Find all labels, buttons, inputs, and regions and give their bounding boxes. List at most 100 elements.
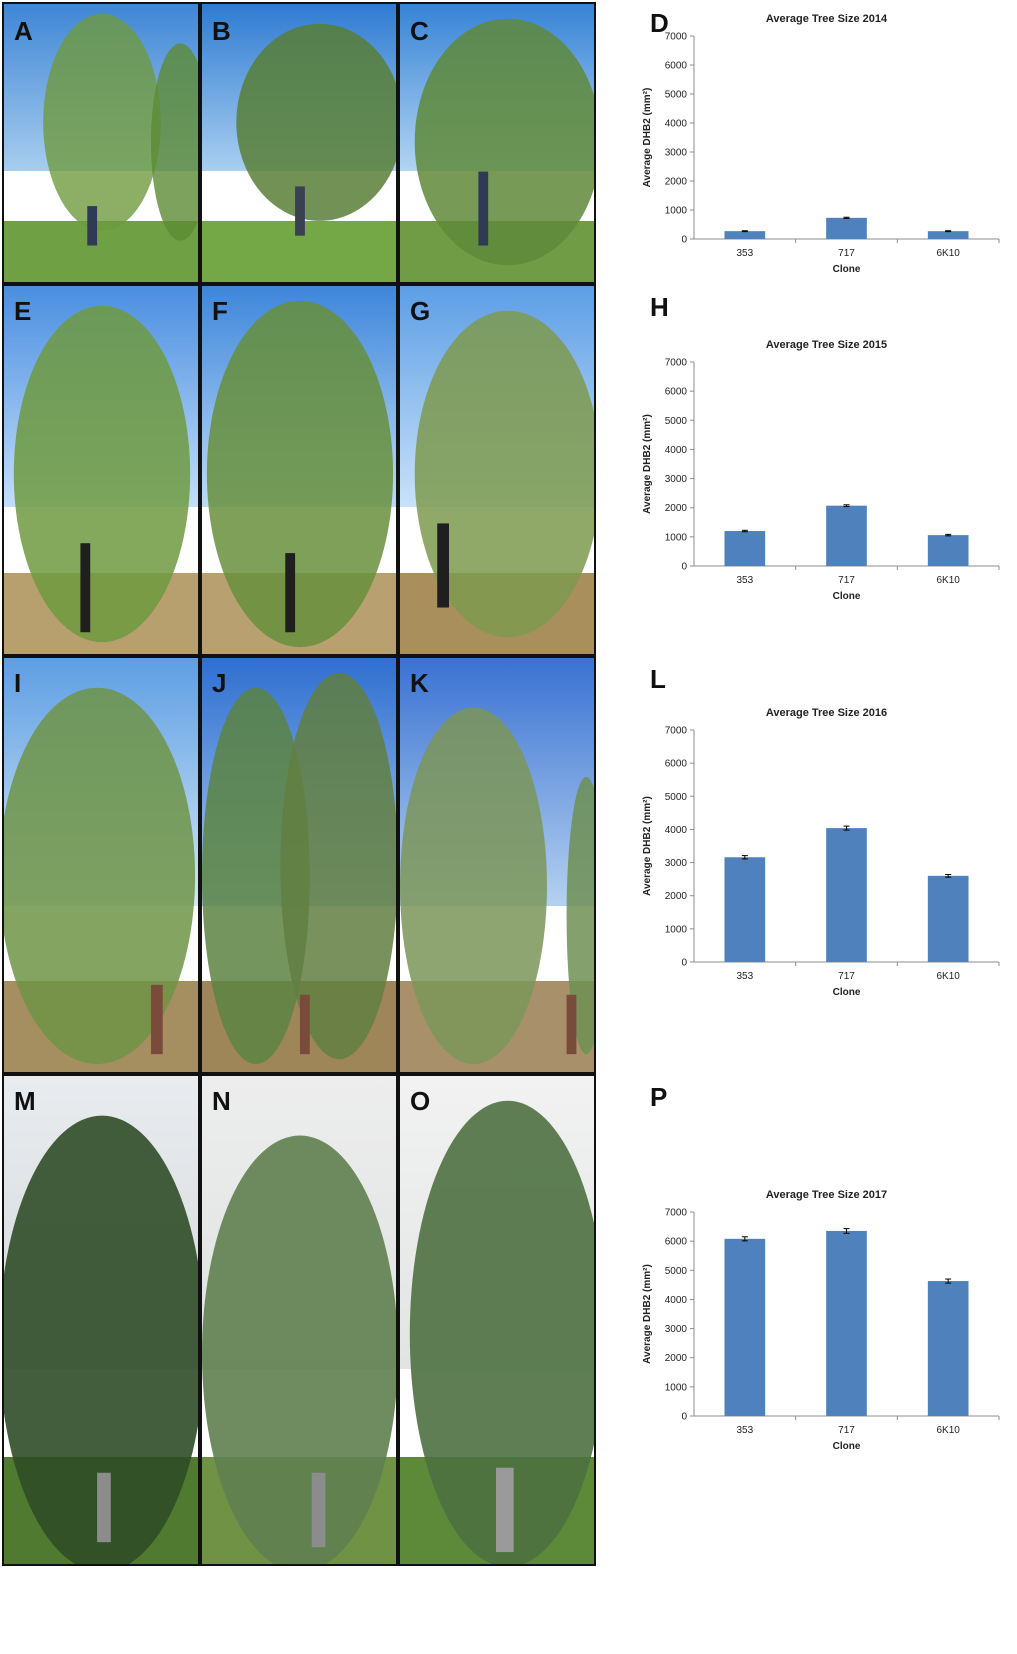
panel-label: P bbox=[650, 1082, 668, 1112]
y-tick-label: 1000 bbox=[665, 924, 688, 935]
y-tick-label: 7000 bbox=[665, 32, 688, 43]
panel-label: E bbox=[14, 296, 32, 326]
panel-label: M bbox=[14, 1086, 36, 1116]
panel-label: N bbox=[212, 1086, 231, 1116]
photo-panel: B bbox=[200, 2, 398, 284]
y-tick-label: 7000 bbox=[665, 1208, 688, 1219]
x-tick-label: 353 bbox=[736, 575, 753, 586]
y-tick-label: 0 bbox=[681, 562, 687, 573]
y-tick-label: 2000 bbox=[665, 1353, 688, 1364]
bar-chart-2017: Average Tree Size 2017 0 1000 2000 3000 4000 5… bbox=[642, 1189, 1000, 1452]
chart-panel-2017: P Average Tree Size 2017 0 1000 2000 3000 400… bbox=[632, 1074, 1017, 1566]
x-tick-label: 717 bbox=[838, 248, 855, 259]
photo-panel: E bbox=[2, 284, 200, 656]
panel-label: H bbox=[650, 292, 669, 322]
photo-panel: F bbox=[200, 284, 398, 656]
x-tick-label: 717 bbox=[838, 971, 855, 982]
bar bbox=[826, 828, 867, 962]
y-tick-label: 4000 bbox=[665, 1295, 688, 1306]
bar bbox=[826, 505, 867, 566]
y-tick-label: 1000 bbox=[665, 1382, 688, 1393]
y-tick-label: 2000 bbox=[665, 177, 688, 188]
x-tick-label: 717 bbox=[838, 575, 855, 586]
bar bbox=[826, 217, 867, 239]
y-tick-label: 6000 bbox=[665, 1237, 688, 1248]
y-tick-label: 5000 bbox=[665, 416, 688, 427]
panel-label: A bbox=[14, 16, 33, 46]
bar-chart-2014: Average Tree Size 2014 0 1000 2000 3000 4000 5… bbox=[642, 13, 1000, 275]
bar-chart-2016: Average Tree Size 2016 0 1000 2000 3000 4000 5… bbox=[642, 707, 1000, 998]
y-tick-label: 6000 bbox=[665, 61, 688, 72]
panel-label: B bbox=[212, 16, 231, 46]
photo-panel: A bbox=[2, 2, 200, 284]
chart-title: Average Tree Size 2016 bbox=[766, 707, 887, 719]
y-axis-label: Average DHB2 (mm²) bbox=[642, 88, 653, 188]
y-axis-label: Average DHB2 (mm²) bbox=[642, 414, 653, 514]
x-tick-label: 717 bbox=[838, 1425, 855, 1436]
x-tick-label: 6K10 bbox=[936, 971, 960, 982]
panel-label: O bbox=[410, 1086, 431, 1116]
x-tick-label: 353 bbox=[736, 248, 753, 259]
y-tick-label: 5000 bbox=[665, 1266, 688, 1277]
y-tick-label: 3000 bbox=[665, 858, 688, 869]
bar bbox=[927, 231, 969, 239]
y-tick-label: 5000 bbox=[665, 792, 688, 803]
y-tick-label: 7000 bbox=[665, 726, 688, 737]
bar bbox=[927, 1281, 969, 1416]
x-tick-label: 353 bbox=[736, 971, 753, 982]
y-tick-label: 3000 bbox=[665, 148, 688, 159]
x-tick-label: 6K10 bbox=[936, 1425, 960, 1436]
y-tick-label: 3000 bbox=[665, 1324, 688, 1335]
x-axis-label: Clone bbox=[833, 987, 861, 998]
panel-label: D bbox=[650, 8, 669, 38]
photo-panel: I bbox=[2, 656, 200, 1074]
y-axis-label: Average DHB2 (mm²) bbox=[642, 796, 653, 896]
chart-panel-2014: D Average Tree Size 2014 0 1000 2000 3000 400… bbox=[632, 0, 1017, 284]
photo-panel: M bbox=[2, 1074, 200, 1566]
y-tick-label: 5000 bbox=[665, 90, 688, 101]
y-tick-label: 4000 bbox=[665, 119, 688, 130]
bar bbox=[724, 531, 766, 566]
photo-panel: C bbox=[398, 2, 596, 284]
photo-panel: J bbox=[200, 656, 398, 1074]
y-tick-label: 3000 bbox=[665, 474, 688, 485]
panel-label: L bbox=[650, 664, 666, 694]
y-tick-label: 1000 bbox=[665, 532, 688, 543]
photo-panel: N bbox=[200, 1074, 398, 1566]
y-tick-label: 4000 bbox=[665, 825, 688, 836]
panel-label: C bbox=[410, 16, 429, 46]
x-axis-label: Clone bbox=[833, 264, 861, 275]
y-tick-label: 4000 bbox=[665, 445, 688, 456]
y-tick-label: 7000 bbox=[665, 358, 688, 369]
y-tick-label: 0 bbox=[681, 1412, 687, 1423]
bar bbox=[724, 231, 766, 239]
bar bbox=[826, 1230, 867, 1416]
panel-label: F bbox=[212, 296, 228, 326]
y-tick-label: 2000 bbox=[665, 503, 688, 514]
panel-label: J bbox=[212, 668, 227, 698]
x-tick-label: 6K10 bbox=[936, 575, 960, 586]
bar bbox=[724, 857, 766, 962]
chart-panel-2016: L Average Tree Size 2016 0 1000 2000 3000 400… bbox=[632, 656, 1017, 1074]
x-tick-label: 6K10 bbox=[936, 248, 960, 259]
photo-panel: G bbox=[398, 284, 596, 656]
photo-grid: A B C E F G I J bbox=[2, 2, 596, 1566]
y-tick-label: 6000 bbox=[665, 387, 688, 398]
panel-label: K bbox=[410, 668, 429, 698]
bar-chart-2015: Average Tree Size 2015 0 1000 2000 3000 4000 5… bbox=[642, 339, 1000, 602]
y-tick-label: 1000 bbox=[665, 206, 688, 217]
panel-label: I bbox=[14, 668, 22, 698]
y-tick-label: 6000 bbox=[665, 759, 688, 770]
photo-panel: O bbox=[398, 1074, 596, 1566]
chart-title: Average Tree Size 2015 bbox=[766, 339, 887, 351]
panel-label: G bbox=[410, 296, 431, 326]
x-axis-label: Clone bbox=[833, 1441, 861, 1452]
photo-panel: K bbox=[398, 656, 596, 1074]
chart-title: Average Tree Size 2014 bbox=[766, 13, 888, 25]
x-axis-label: Clone bbox=[833, 591, 861, 602]
bar bbox=[927, 535, 969, 566]
y-tick-label: 0 bbox=[681, 958, 687, 969]
y-tick-label: 0 bbox=[681, 235, 687, 246]
bar bbox=[724, 1238, 766, 1416]
y-axis-label: Average DHB2 (mm²) bbox=[642, 1264, 653, 1364]
